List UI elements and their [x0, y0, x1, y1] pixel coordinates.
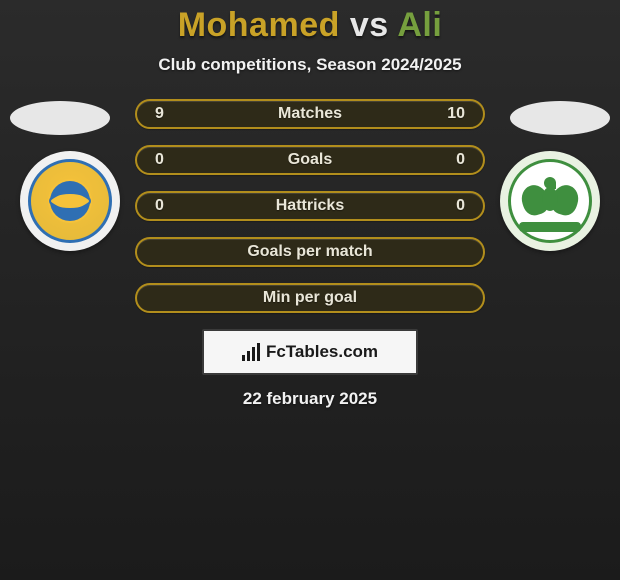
player2-avatar-placeholder [510, 101, 610, 135]
club-badge-left [20, 151, 120, 251]
stat-row-goals: 0 Goals 0 [135, 145, 485, 175]
globe-icon [48, 179, 92, 223]
arena: 9 Matches 10 0 Goals 0 0 Hattricks 0 Goa… [0, 99, 620, 409]
stat-label: Goals [195, 151, 425, 169]
stat-left-value: 9 [155, 105, 195, 123]
page-title: Mohamed vs Ali [0, 6, 620, 45]
club-badge-right-inner [508, 159, 592, 243]
comparison-card: Mohamed vs Ali Club competitions, Season… [0, 0, 620, 580]
stat-rows: 9 Matches 10 0 Goals 0 0 Hattricks 0 Goa… [135, 99, 485, 313]
stat-label: Matches [195, 105, 425, 123]
stat-label: Hattricks [195, 197, 425, 215]
subtitle: Club competitions, Season 2024/2025 [0, 55, 620, 75]
brand-text: FcTables.com [266, 342, 378, 362]
date-label: 22 february 2025 [0, 389, 620, 409]
stat-left-value: 0 [155, 197, 195, 215]
stat-right-value: 10 [425, 105, 465, 123]
eagle-icon [522, 173, 578, 229]
stat-row-goals-per-match: Goals per match [135, 237, 485, 267]
stat-left-value: 0 [155, 151, 195, 169]
vs-label: vs [350, 6, 389, 44]
player1-avatar-placeholder [10, 101, 110, 135]
stat-row-min-per-goal: Min per goal [135, 283, 485, 313]
stat-row-matches: 9 Matches 10 [135, 99, 485, 129]
stat-label: Goals per match [195, 243, 425, 261]
club-badge-right [500, 151, 600, 251]
club-right-band [519, 222, 581, 232]
bar-chart-icon [242, 343, 260, 361]
stat-label: Min per goal [195, 289, 425, 307]
club-badge-left-core [48, 179, 92, 223]
player1-name: Mohamed [178, 6, 340, 44]
stat-right-value: 0 [425, 151, 465, 169]
club-badge-left-inner [28, 159, 112, 243]
brand-box: FcTables.com [202, 329, 418, 375]
stat-right-value: 0 [425, 197, 465, 215]
player2-name: Ali [397, 6, 442, 44]
stat-row-hattricks: 0 Hattricks 0 [135, 191, 485, 221]
